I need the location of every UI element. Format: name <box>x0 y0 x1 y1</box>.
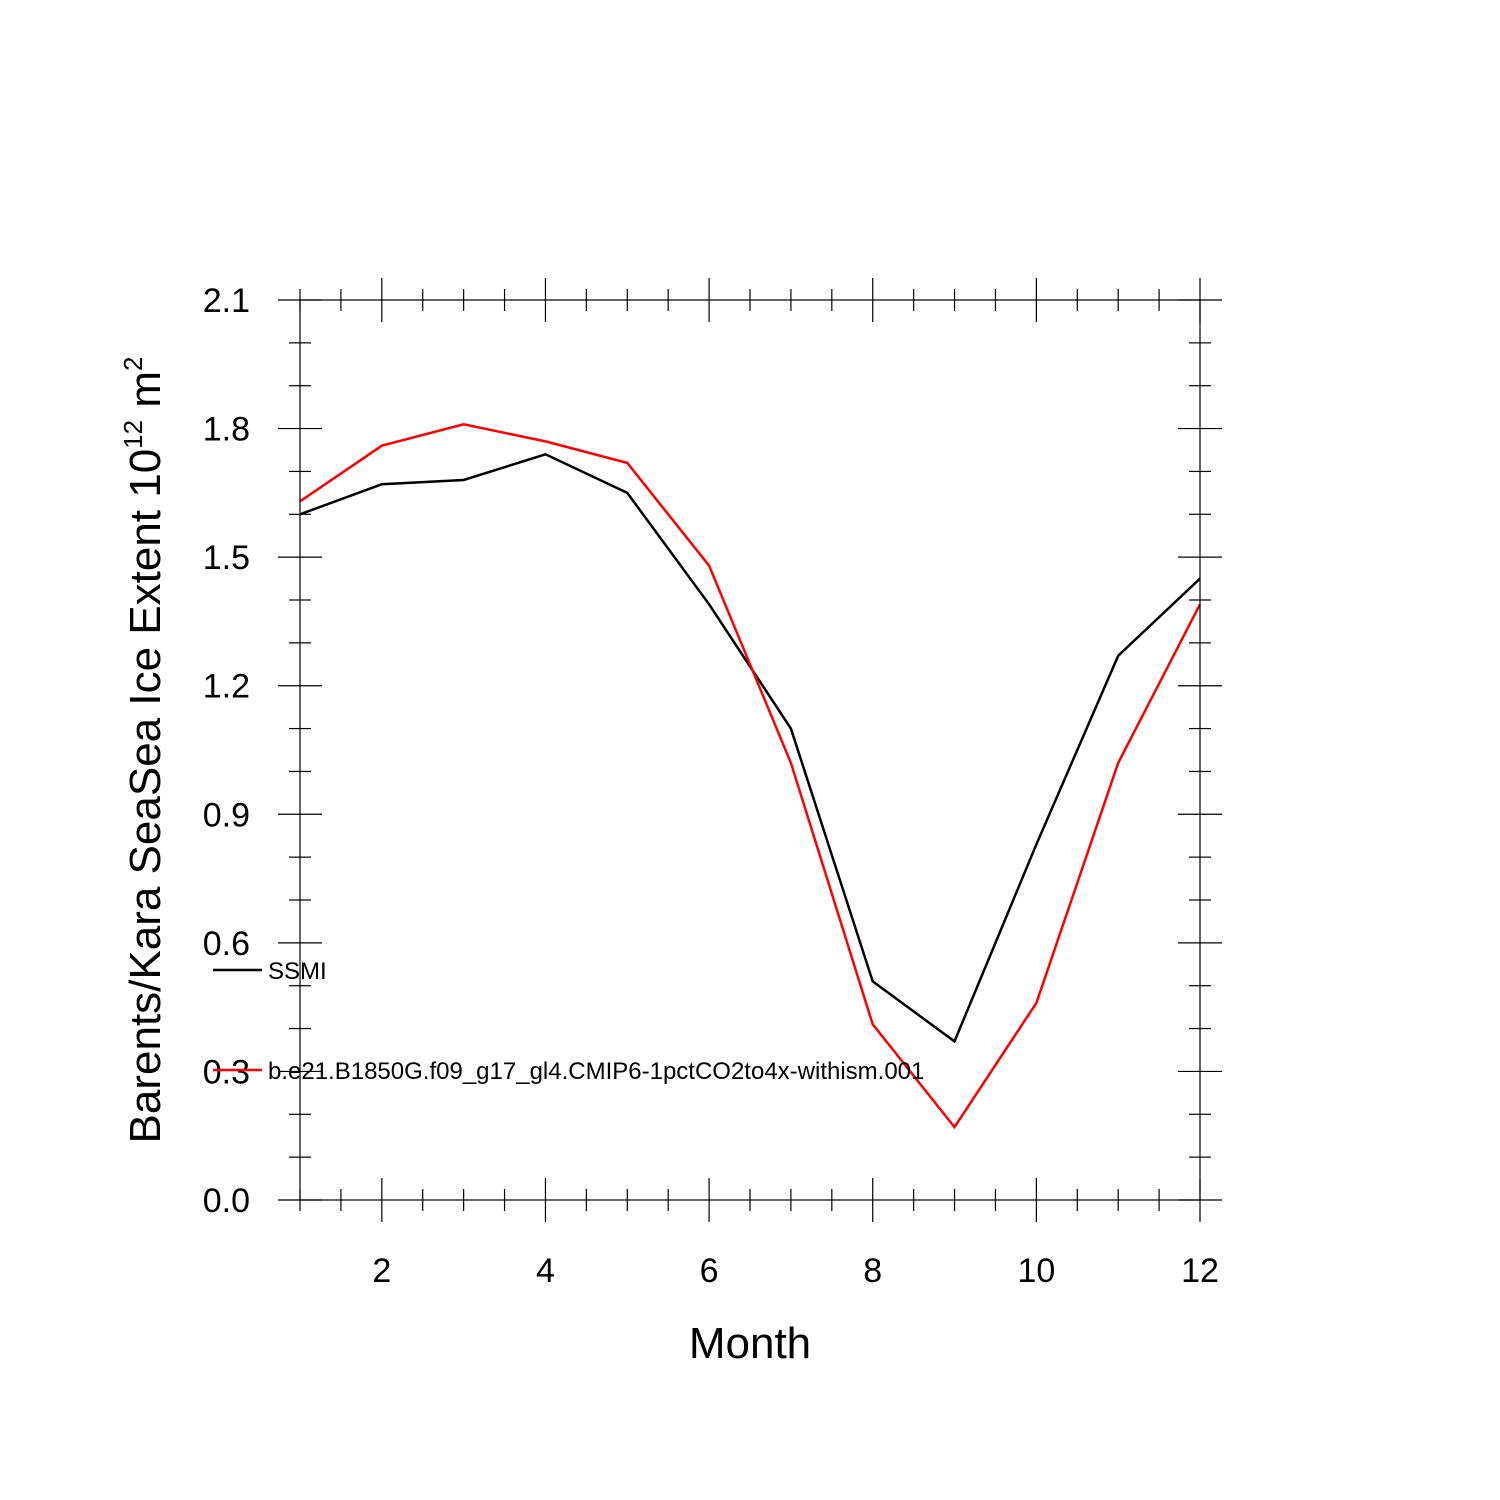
series-line-model <box>299 423 1202 1130</box>
legend-label-model: b.e21.B1850G.f09_g17_gl4.CMIP6-1pctCO2to… <box>268 1058 924 1085</box>
y-axis-title-unit: m <box>121 371 170 420</box>
y-axis-title-unit-exponent: 2 <box>118 357 148 371</box>
y-tick-label: 1.5 <box>203 539 250 577</box>
y-tick-label: 1.2 <box>203 668 250 706</box>
y-tick-label: 0.0 <box>203 1182 250 1220</box>
y-axis-title-main: Barents/Kara SeaSea Ice Extent 10 <box>121 449 170 1144</box>
y-axis-title-exponent: 12 <box>118 420 148 449</box>
x-axis-title: Month <box>689 1319 811 1368</box>
series-lines <box>299 423 1202 1130</box>
x-tick-label: 10 <box>1017 1252 1055 1290</box>
axis-tick-labels: 2 4 6 8 10 12 0.0 0.3 0.6 0.9 1.2 1.5 1.8 2.1 <box>203 282 1219 1290</box>
y-tick-label: 0.6 <box>203 925 250 963</box>
legend-label-ssmi: SSMI <box>268 958 327 985</box>
x-tick-label: 8 <box>863 1252 882 1290</box>
y-axis-title: Barents/Kara SeaSea Ice Extent 1012 m2 <box>118 357 170 1144</box>
y-tick-label: 0.9 <box>203 796 250 834</box>
legend: SSMI b.e21.B1850G.f09_g17_gl4.CMIP6-1pct… <box>213 958 924 1085</box>
x-tick-label: 12 <box>1181 1252 1219 1290</box>
x-tick-label: 6 <box>700 1252 719 1290</box>
x-tick-label: 2 <box>372 1252 391 1290</box>
x-tick-label: 4 <box>536 1252 555 1290</box>
plot-frame <box>299 299 1201 1201</box>
y-tick-label: 0.3 <box>203 1053 250 1091</box>
y-tick-label: 1.8 <box>203 411 250 449</box>
y-tick-label: 2.1 <box>203 282 250 320</box>
axis-ticks <box>278 278 1222 1222</box>
